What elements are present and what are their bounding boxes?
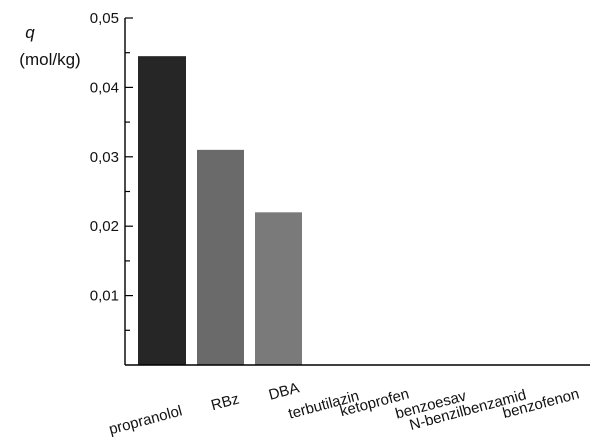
- bar-RBz: [197, 149, 244, 365]
- x-tick-label: RBz: [209, 390, 241, 414]
- y-tick-label: 0,05: [90, 10, 119, 27]
- y-axis-unit: (mol/kg): [19, 50, 80, 69]
- bar-DBA: [255, 212, 302, 365]
- y-tick-label: 0,03: [90, 149, 119, 166]
- y-ticks: 0,01 0,02 0,03 0,04 0,05: [90, 10, 133, 331]
- bars: [138, 56, 302, 366]
- y-axis-title: q (mol/kg): [19, 23, 80, 69]
- x-tick-label: propranolol: [107, 402, 184, 438]
- y-tick-label: 0,04: [90, 79, 119, 96]
- bar-propranolol: [138, 56, 186, 366]
- y-axis-label: q: [25, 23, 35, 42]
- x-tick-label: DBA: [267, 379, 301, 403]
- y-tick-label: 0,02: [90, 218, 119, 235]
- axes: [124, 18, 590, 366]
- y-tick-label: 0,01: [90, 288, 119, 305]
